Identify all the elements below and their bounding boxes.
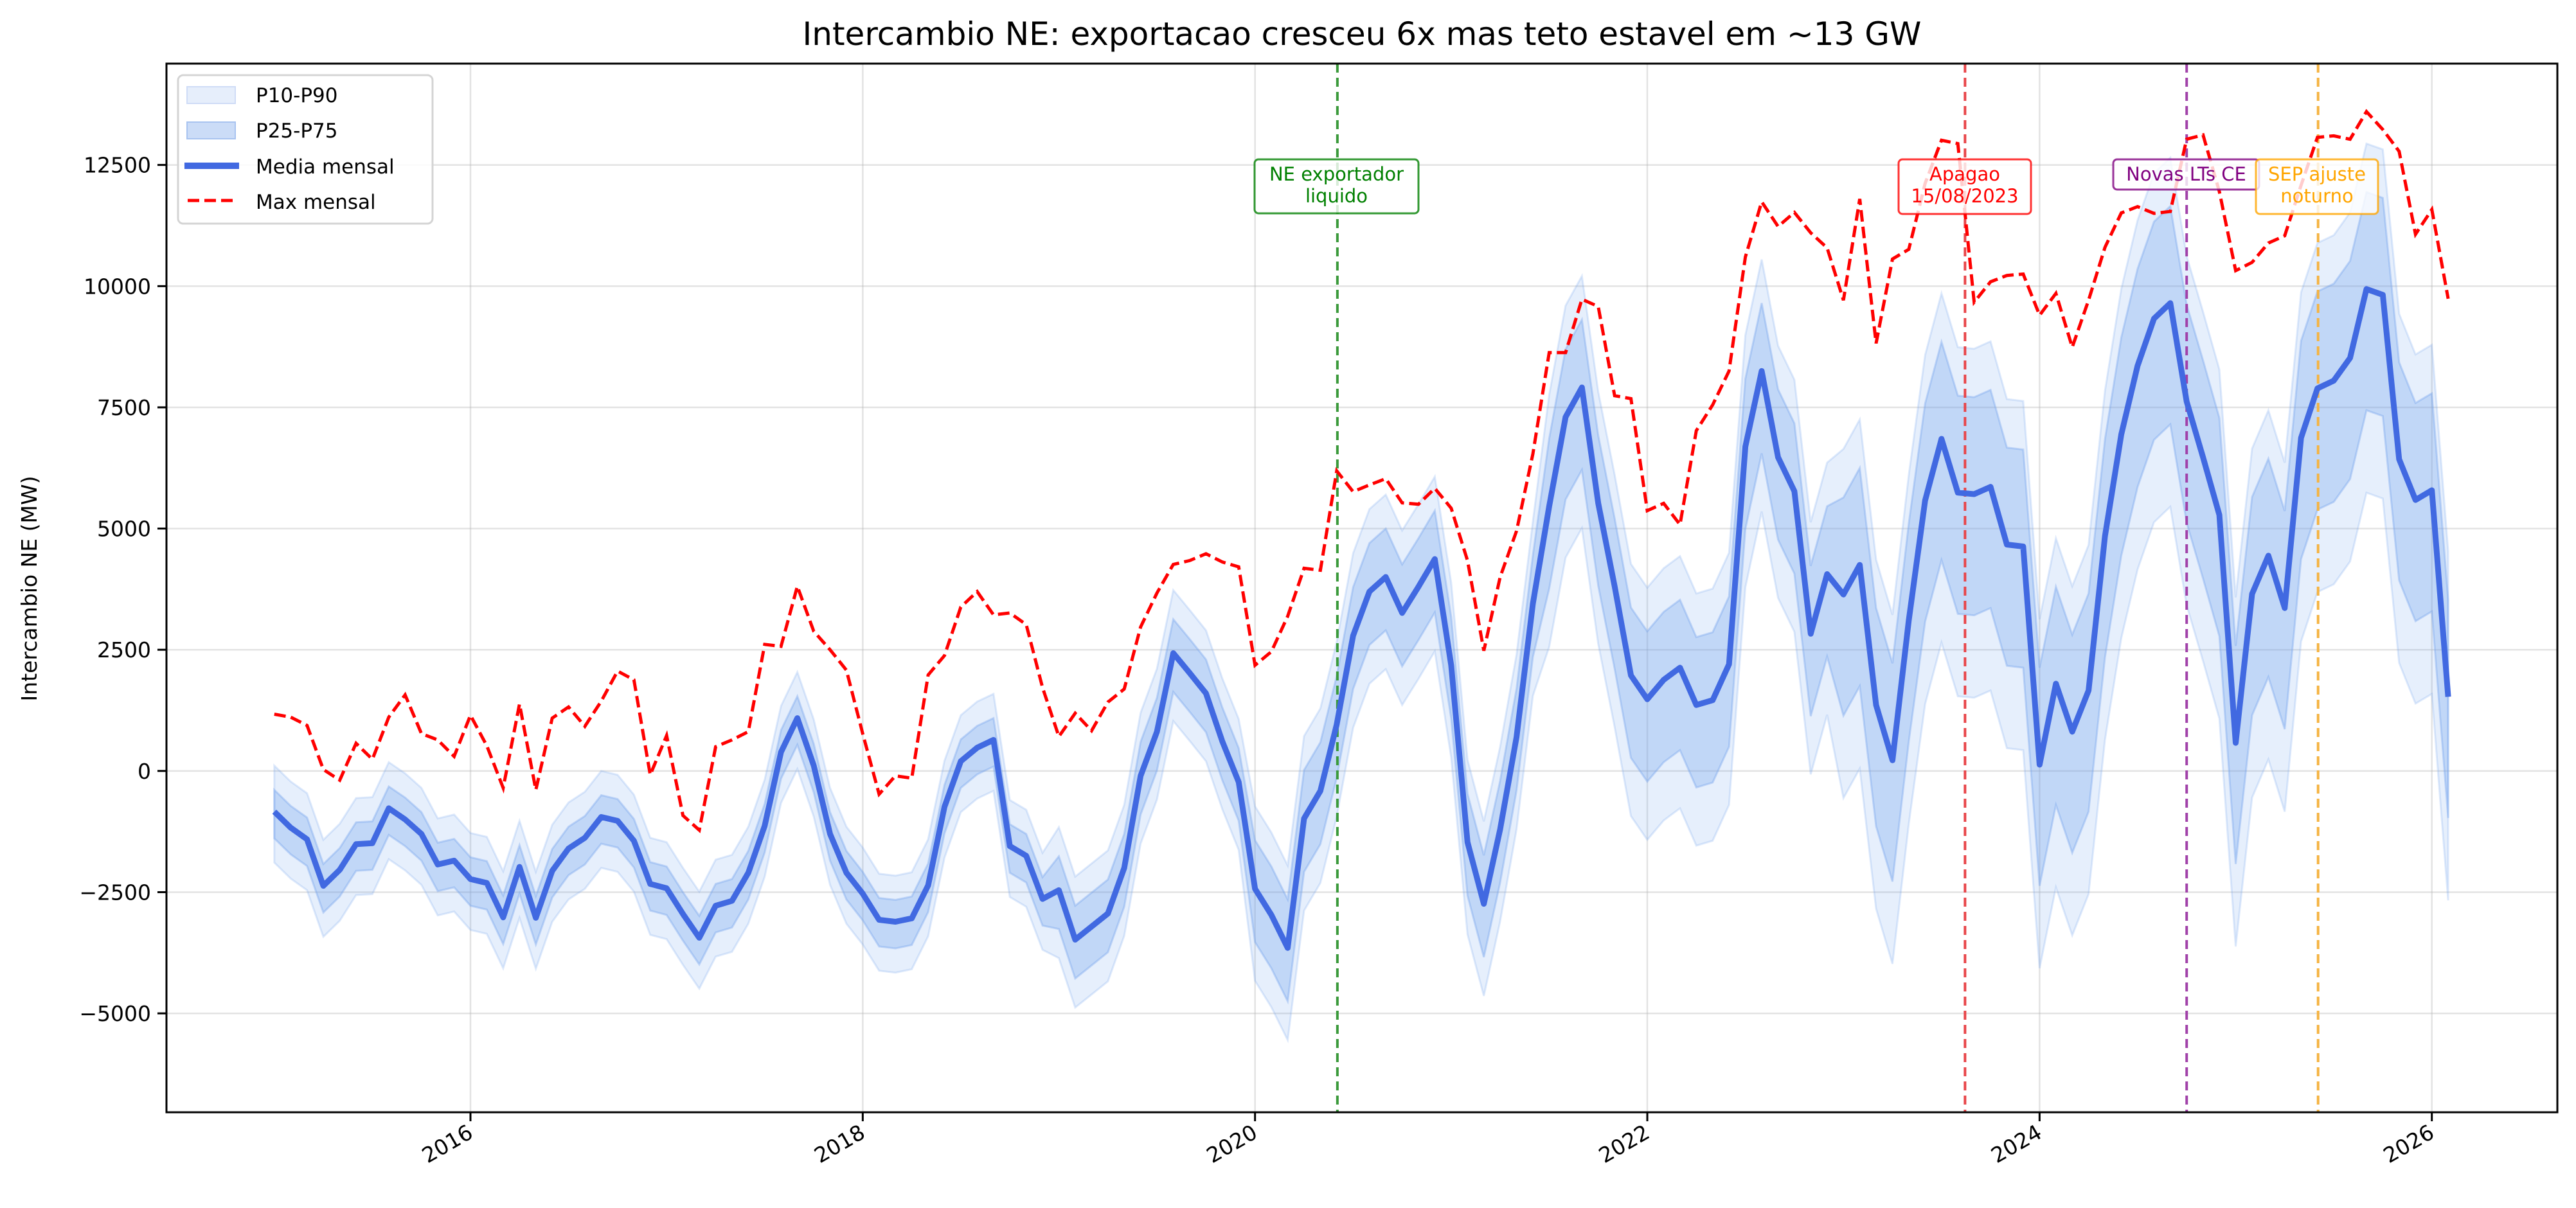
annotation-text: liquido xyxy=(1305,185,1368,207)
legend-label-p25-p75: P25-P75 xyxy=(256,120,337,143)
line-media-mensal xyxy=(272,286,2451,951)
y-tick-label: −5000 xyxy=(79,1001,151,1026)
band-p10-p90 xyxy=(273,142,2449,1044)
band-p25-p75 xyxy=(273,190,2449,1005)
annotation-box xyxy=(1897,158,2032,215)
y-tick-label: 0 xyxy=(138,759,151,784)
bands xyxy=(273,142,2449,1044)
y-axis-label: Intercambio NE (MW) xyxy=(17,476,42,702)
legend-box xyxy=(177,74,434,225)
y-tick-label: 10000 xyxy=(84,274,151,299)
annotation-text: SEP ajuste xyxy=(2268,163,2366,185)
legend-swatch-p25-p75 xyxy=(186,121,236,139)
annotation-text: 15/08/2023 xyxy=(1911,185,2018,207)
chart-title: Intercambio NE: exportacao cresceu 6x ma… xyxy=(803,15,1922,53)
y-tick-label: 7500 xyxy=(97,395,151,420)
y-axis-ticks: −5000 −2500 0 2500 5000 7500 10000 12500 xyxy=(79,153,166,1026)
annotation-box xyxy=(2255,158,2379,215)
y-tick-label: 5000 xyxy=(97,517,151,542)
annotation-text: Novas LTs CE xyxy=(2126,163,2246,185)
legend: P10-P90 P25-P75 Media mensal Max mensal xyxy=(177,74,434,225)
series-lines xyxy=(272,109,2451,951)
legend-label-p10-p90: P10-P90 xyxy=(256,84,337,107)
legend-swatch-p10-p90 xyxy=(186,86,236,104)
annotation-text: noturno xyxy=(2280,185,2353,207)
plot-frame xyxy=(165,62,2559,1114)
annotation-box xyxy=(1253,158,1420,215)
legend-label-max: Max mensal xyxy=(256,191,376,214)
line-max-mensal xyxy=(274,109,2450,833)
y-tick-label: 2500 xyxy=(97,637,151,662)
annotation-text: Apagao xyxy=(1929,163,2000,185)
event-lines xyxy=(1336,64,2320,1112)
y-tick-label: −2500 xyxy=(79,880,151,905)
gridlines xyxy=(166,64,2557,1112)
annotation-text: NE exportador xyxy=(1269,163,1404,185)
legend-label-media: Media mensal xyxy=(256,155,395,179)
y-tick-label: 12500 xyxy=(84,153,151,178)
